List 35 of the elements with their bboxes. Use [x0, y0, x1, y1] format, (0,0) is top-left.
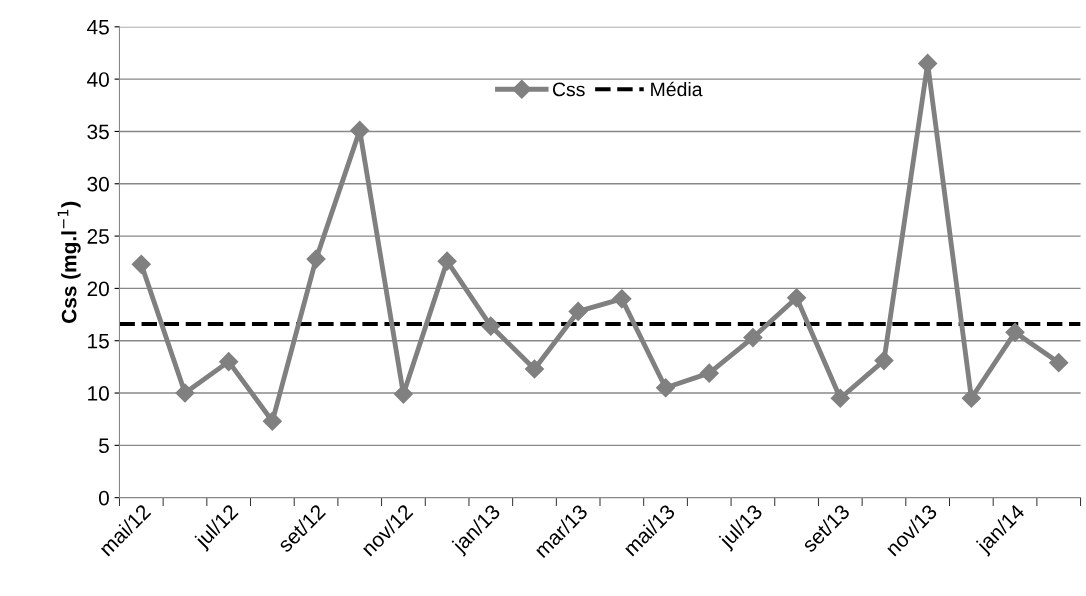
point	[437, 251, 457, 271]
point	[612, 289, 632, 309]
y-tick-label: 10	[88, 386, 109, 401]
legend-label: Média	[651, 81, 703, 97]
point	[524, 359, 545, 379]
legend-label: Css	[552, 82, 585, 97]
y-tick-label: 35	[87, 124, 109, 140]
point	[1049, 353, 1069, 373]
y-tick-label: 40	[87, 72, 109, 87]
point	[131, 254, 151, 274]
y-tick-label: 0	[98, 490, 109, 506]
point	[481, 316, 501, 336]
point	[699, 363, 719, 383]
y-tick-label: 30	[87, 176, 109, 192]
point	[568, 301, 588, 321]
point	[874, 351, 894, 371]
point	[175, 383, 195, 403]
point	[656, 378, 676, 398]
y-tick-label: 5	[98, 438, 109, 454]
point	[306, 249, 326, 269]
point	[350, 120, 370, 140]
point	[918, 53, 938, 73]
point	[1005, 322, 1025, 342]
point	[830, 388, 850, 408]
y-tick-label: 15	[88, 333, 109, 349]
y-tick-label: 20	[87, 281, 109, 297]
point	[743, 328, 763, 348]
point	[219, 352, 239, 372]
point	[262, 411, 282, 431]
y-axis-title: Css (mg.l$^{−1}$)	[57, 201, 81, 323]
point	[787, 288, 807, 308]
point	[393, 384, 413, 404]
point	[961, 388, 981, 408]
y-tick-label: 25	[87, 229, 109, 244]
y-tick-label: 45	[87, 20, 109, 35]
